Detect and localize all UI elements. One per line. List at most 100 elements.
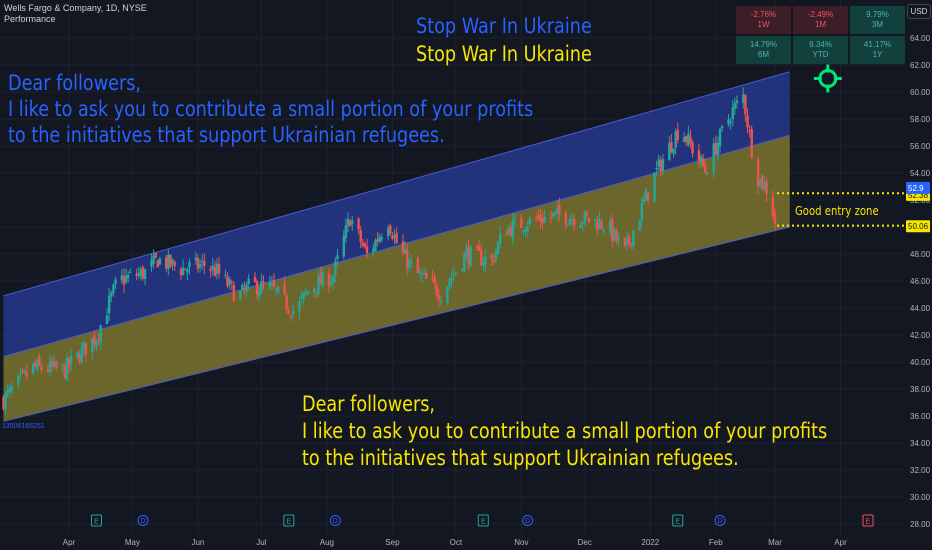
performance-period: YTD — [812, 50, 829, 59]
candle — [482, 256, 485, 272]
candle — [718, 127, 722, 153]
candle — [509, 223, 512, 237]
candle — [152, 249, 155, 269]
candle-body — [10, 386, 14, 390]
candle-body — [581, 222, 584, 224]
candle-body — [566, 223, 570, 225]
candle-body — [600, 221, 603, 229]
candle — [670, 133, 673, 154]
candle — [232, 281, 236, 302]
candle — [625, 232, 629, 252]
candle-body — [173, 262, 176, 267]
candle — [10, 381, 14, 394]
candle-body — [691, 142, 694, 154]
y-tick-label: 46.00 — [910, 277, 931, 286]
candle — [194, 252, 198, 265]
candle-body — [365, 246, 369, 254]
candle — [551, 212, 555, 219]
performance-cell-1m: -2.49% 1M — [793, 6, 848, 34]
candle — [99, 324, 102, 350]
candle-body — [110, 292, 113, 297]
y-tick-label: 58.00 — [910, 115, 931, 124]
candle-body — [761, 175, 764, 189]
candle-body — [640, 203, 644, 220]
candle-body — [389, 225, 392, 234]
candle-body — [285, 296, 288, 310]
candle-body — [687, 133, 690, 146]
candle — [319, 267, 322, 285]
candle-body — [735, 100, 739, 104]
candle — [617, 232, 620, 247]
candle — [598, 211, 601, 230]
candle-body — [243, 287, 246, 289]
performance-cell-1w: -2.76% 1W — [736, 6, 791, 34]
message-bottom-line-1: Dear followers, — [302, 392, 436, 416]
candle-body — [135, 274, 138, 276]
y-tick-label: 62.00 — [910, 61, 931, 70]
candle-body — [422, 273, 426, 275]
candle — [729, 118, 732, 130]
candle — [611, 213, 614, 247]
candle — [765, 177, 768, 203]
candle — [165, 255, 168, 273]
candle — [585, 209, 589, 219]
message-bottom-line-2: I like to ask you to contribute a small … — [302, 419, 828, 443]
candle — [357, 217, 360, 235]
candle-body — [55, 361, 58, 368]
candle-body — [21, 370, 24, 372]
candle — [17, 374, 20, 389]
candle — [600, 218, 603, 231]
candle-body — [522, 230, 525, 232]
candle — [277, 286, 280, 295]
candle — [63, 363, 66, 379]
candle — [82, 339, 85, 357]
x-tick-label: May — [125, 538, 140, 547]
candle — [107, 287, 111, 321]
performance-value: 9.34% — [809, 40, 832, 49]
candle — [406, 243, 409, 276]
candle — [169, 254, 172, 269]
candle-body — [188, 262, 191, 268]
candle — [638, 219, 641, 231]
candle-body — [179, 268, 183, 276]
candle-body — [475, 246, 479, 248]
message-bottom-line-3: to the initiatives that support Ukrainia… — [302, 446, 739, 470]
candle — [418, 266, 422, 279]
candle — [245, 281, 248, 298]
candle-body — [33, 363, 37, 367]
x-tick-label: Feb — [709, 538, 723, 547]
candle-body — [549, 217, 553, 219]
candle-body — [499, 233, 502, 244]
candle — [196, 254, 200, 273]
candle-body — [490, 255, 493, 259]
candle — [642, 193, 646, 206]
candle — [524, 226, 527, 238]
candle — [211, 257, 214, 276]
candle-body — [363, 243, 367, 247]
candle-body — [283, 284, 286, 294]
candle — [361, 238, 365, 248]
candle — [570, 212, 574, 226]
performance-cell-6m: 14.79% 6M — [736, 36, 791, 64]
currency-button[interactable]: USD — [907, 4, 931, 19]
candle — [334, 257, 337, 283]
candle — [304, 287, 307, 297]
candle-body — [771, 197, 775, 217]
candle-body — [465, 249, 468, 256]
candle-body — [23, 370, 26, 373]
performance-period: 1M — [814, 20, 827, 29]
candle — [756, 155, 760, 195]
candle — [38, 352, 41, 367]
candle-body — [583, 211, 586, 223]
candle-body — [194, 257, 198, 261]
candle-body — [6, 390, 9, 393]
candle-body — [513, 218, 517, 220]
candle-body — [746, 115, 749, 128]
earnings-marker — [477, 514, 489, 527]
earnings-marker — [862, 514, 874, 527]
candle — [435, 281, 438, 299]
candle — [55, 359, 58, 371]
candle-body — [200, 260, 204, 262]
candle — [425, 269, 428, 280]
